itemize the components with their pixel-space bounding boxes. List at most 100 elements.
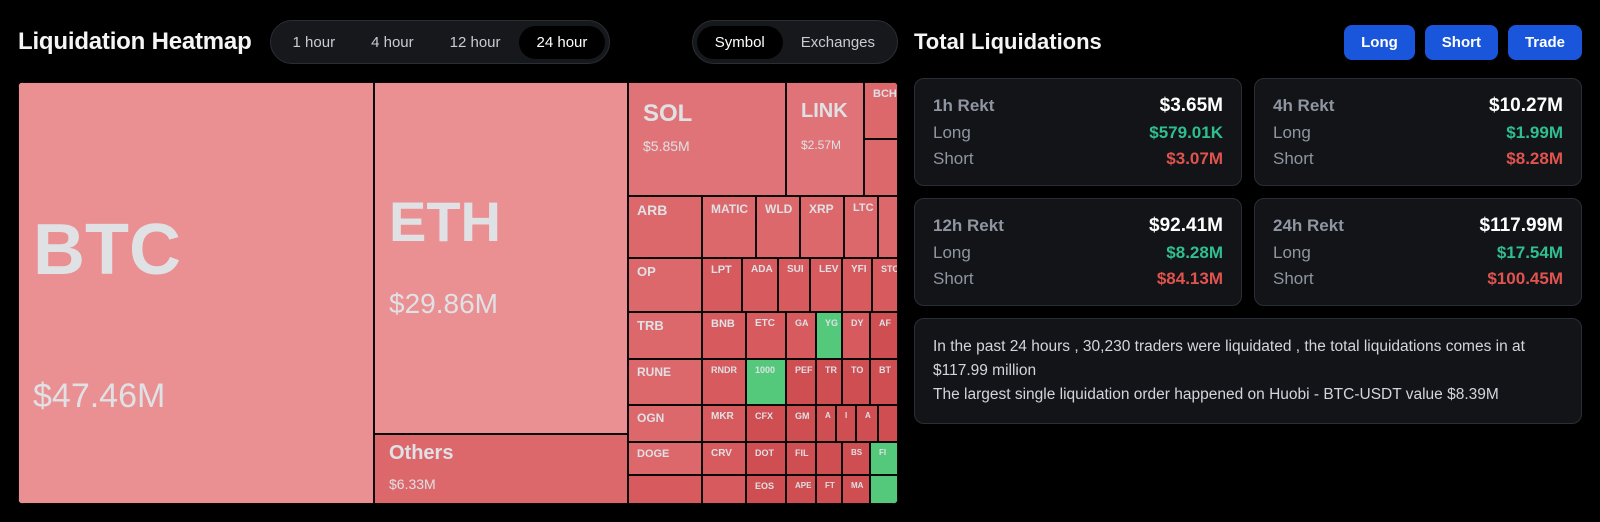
tile-blank[interactable] [864,139,898,196]
tile-a[interactable]: A [816,405,836,442]
tile-symbol: DOGE [637,449,693,461]
time-tab-12-hour[interactable]: 12 hour [432,26,519,59]
tile-lev[interactable]: LEV [810,258,842,312]
tile-others[interactable]: Others$6.33M [374,434,628,504]
tile-ma[interactable]: MA [842,475,870,504]
tile-symbol: RNDR [711,366,737,375]
tile-a[interactable]: A [856,405,878,442]
tile-blank[interactable] [816,442,842,475]
tile-cfx[interactable]: CFX [746,405,786,442]
tile-bs[interactable]: BS [842,442,870,475]
tile-sol[interactable]: SOL$5.85M [628,82,786,196]
tile-symbol: A [865,412,869,420]
tile-doge[interactable]: DOGE [628,442,702,475]
tile-trb[interactable]: TRB [628,312,702,360]
tile-blank[interactable] [870,475,898,504]
rekt-total: $3.65M [1160,95,1223,117]
tile-ltc[interactable]: LTC [844,196,878,258]
tile-link[interactable]: LINK$2.57M [786,82,864,196]
tile-crv[interactable]: CRV [702,442,746,475]
totals-title: Total Liquidations [914,29,1334,55]
dashboard-root: Liquidation Heatmap 1 hour4 hour12 hour2… [0,0,1600,522]
tile-symbol: BTC [33,213,181,289]
tile-blank[interactable] [878,405,898,442]
rekt-long-value: $8.28M [1166,243,1223,263]
rekt-short-value: $8.28M [1506,149,1563,169]
tile-mkr[interactable]: MKR [702,405,746,442]
tile-eos[interactable]: EOS [746,475,786,504]
tile-xrp[interactable]: XRP [800,196,844,258]
tile-blank[interactable] [628,475,702,504]
tile-symbol: EOS [755,482,777,491]
view-tab-group: SymbolExchanges [692,20,898,64]
tile-wld[interactable]: WLD [756,196,800,258]
tile-pef[interactable]: PEF [786,359,816,405]
tile-symbol: LPT [711,265,733,277]
tile-bch[interactable]: BCH [864,82,898,139]
tile-rndr[interactable]: RNDR [702,359,746,405]
tile-symbol: GA [795,319,807,328]
tile-bnb[interactable]: BNB [702,312,746,360]
long-button[interactable]: Long [1344,25,1415,60]
totals-header: Total Liquidations Long Short Trade [914,18,1582,66]
tile-value: $6.33M [389,477,436,492]
summary-line-1: In the past 24 hours , 30,230 traders we… [933,335,1563,383]
tile-etc[interactable]: ETC [746,312,786,360]
tile-lpt[interactable]: LPT [702,258,742,312]
tile-to[interactable]: TO [842,359,870,405]
tile-bt[interactable]: BT [870,359,898,405]
tile-ada[interactable]: ADA [742,258,778,312]
rekt-card-1: 4h Rekt$10.27MLong$1.99MShort$8.28M [1254,78,1582,186]
time-tab-24-hour[interactable]: 24 hour [519,26,606,59]
tile-matic[interactable]: MATIC [702,196,756,258]
view-tab-symbol[interactable]: Symbol [697,26,783,59]
short-button[interactable]: Short [1425,25,1498,60]
tile-value: $29.86M [389,289,498,318]
time-tab-4-hour[interactable]: 4 hour [353,26,432,59]
rekt-short-label: Short [1273,269,1314,289]
tile-ga[interactable]: GA [786,312,816,360]
tile-symbol: DY [851,319,861,328]
tile-symbol: CFX [755,412,777,421]
tile-blank[interactable] [702,475,746,504]
tile-i[interactable]: I [836,405,856,442]
tile-arb[interactable]: ARB [628,196,702,258]
tile-dot[interactable]: DOT [746,442,786,475]
tile-dy[interactable]: DY [842,312,870,360]
rekt-long-value: $17.54M [1497,243,1563,263]
tile-eth[interactable]: ETH$29.86M [374,82,628,434]
tile-symbol: BNB [711,319,737,331]
tile-symbol: FIL [795,449,807,458]
tile-ape[interactable]: APE [786,475,816,504]
tile-symbol: FT [825,482,833,490]
tile-1000[interactable]: 1000 [746,359,786,405]
view-tab-exchanges[interactable]: Exchanges [783,26,893,59]
tile-symbol: SUI [787,265,801,276]
summary-box: In the past 24 hours , 30,230 traders we… [914,318,1582,424]
tile-symbol: OGN [637,412,693,425]
treemap-container: BTC$47.46METH$29.86MOthers$6.33M SOL$5.85… [18,82,898,504]
rekt-cards-grid: 1h Rekt$3.65MLong$579.01KShort$3.07M4h R… [914,78,1582,306]
tile-fi[interactable]: FI [870,442,898,475]
trade-button[interactable]: Trade [1508,25,1582,60]
tile-tr[interactable]: TR [816,359,842,405]
tile-fil[interactable]: FIL [786,442,816,475]
tile-op[interactable]: OP [628,258,702,312]
tile-ft[interactable]: FT [816,475,842,504]
tile-symbol: SOL [643,101,692,126]
tile-symbol: BT [879,366,889,375]
tile-blank[interactable] [878,196,898,258]
time-tab-1-hour[interactable]: 1 hour [275,26,354,59]
tile-sui[interactable]: SUI [778,258,810,312]
tile-ogn[interactable]: OGN [628,405,702,442]
tile-yg[interactable]: YG [816,312,842,360]
tile-symbol: BCH [873,89,889,101]
tile-yfi[interactable]: YFI [842,258,872,312]
tile-symbol: GM [795,412,807,421]
tile-btc[interactable]: BTC$47.46M [18,82,374,504]
tile-sto[interactable]: STO [872,258,898,312]
heatmap-title: Liquidation Heatmap [18,28,252,56]
tile-gm[interactable]: GM [786,405,816,442]
tile-af[interactable]: AF [870,312,898,360]
tile-rune[interactable]: RUNE [628,359,702,405]
